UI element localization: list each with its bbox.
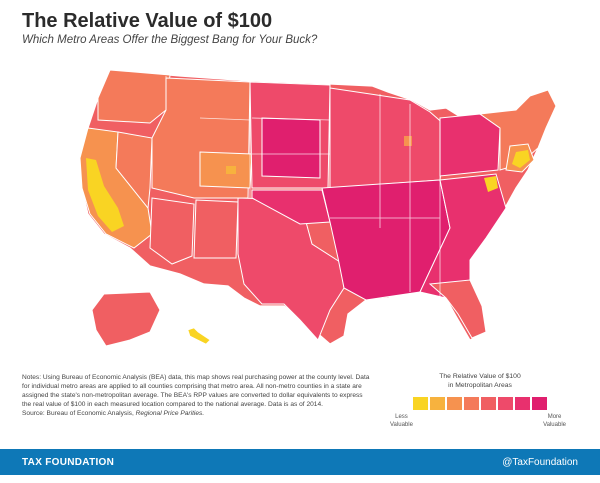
legend-swatch-4 (464, 397, 479, 410)
legend-low-label: Less Valuable (390, 414, 413, 429)
legend-high-label-1: More (547, 414, 562, 420)
region-alaska (91, 291, 161, 347)
legend-title-line2: in Metropolitan Areas (448, 381, 512, 389)
legend-swatch-7 (515, 397, 530, 410)
region-california-coast (86, 158, 124, 232)
source-label: Source: Bureau of Economic Analysis, (22, 410, 134, 417)
footer-org-name: TAX FOUNDATION (22, 456, 115, 468)
region-pacific-northwest (97, 69, 171, 124)
region-southeast (419, 173, 507, 299)
notes-source: Source: Bureau of Economic Analysis, Reg… (22, 409, 372, 418)
region-arizona (149, 197, 195, 265)
us-choropleth-map (0, 48, 600, 358)
legend-swatch-2 (430, 397, 445, 410)
map-legend: The Relative Value of $100 in Metropolit… (380, 373, 580, 429)
region-chicago-metro (404, 136, 412, 146)
map-title: The Relative Value of $100 (22, 10, 273, 32)
region-south-dakota-nebraska (261, 117, 321, 179)
region-oklahoma (251, 189, 331, 225)
map-notes: Notes: Using Bureau of Economic Analysis… (22, 373, 372, 418)
legend-swatch-3 (447, 397, 462, 410)
region-midwest (329, 87, 447, 189)
region-nyc-metro (512, 150, 530, 168)
legend-swatch-6 (498, 397, 513, 410)
legend-swatch-5 (481, 397, 496, 410)
legend-color-scale (380, 397, 580, 410)
region-texas (237, 197, 345, 341)
footer-bar: TAX FOUNDATION @TaxFoundation (0, 449, 600, 475)
region-florida (428, 279, 487, 339)
footer-twitter-handle[interactable]: @TaxFoundation (502, 456, 578, 468)
legend-low-label-2: Valuable (390, 421, 413, 428)
region-dc-metro (484, 176, 498, 192)
notes-text: Notes: Using Bureau of Economic Analysis… (22, 374, 370, 408)
legend-title-line1: The Relative Value of $100 (439, 373, 521, 380)
map-subtitle: Which Metro Areas Offer the Biggest Bang… (22, 34, 318, 46)
legend-high-label-2: Valuable (543, 421, 566, 428)
region-new-mexico (193, 199, 239, 259)
legend-swatch-1 (413, 397, 428, 410)
region-hawaii (187, 327, 211, 345)
legend-low-label-1: Less (395, 414, 408, 420)
region-nevada (115, 131, 153, 210)
legend-high-label: More Valuable (543, 414, 566, 429)
legend-labels: Less Valuable More Valuable (390, 414, 566, 429)
legend-swatch-8 (532, 397, 547, 410)
legend-title: The Relative Value of $100 in Metropolit… (380, 373, 580, 390)
region-northeast (478, 89, 557, 171)
source-title: Regional Price Parities. (135, 410, 205, 417)
region-denver-metro (226, 166, 236, 174)
state-borders (165, 76, 441, 298)
region-great-lakes-east (439, 113, 501, 177)
